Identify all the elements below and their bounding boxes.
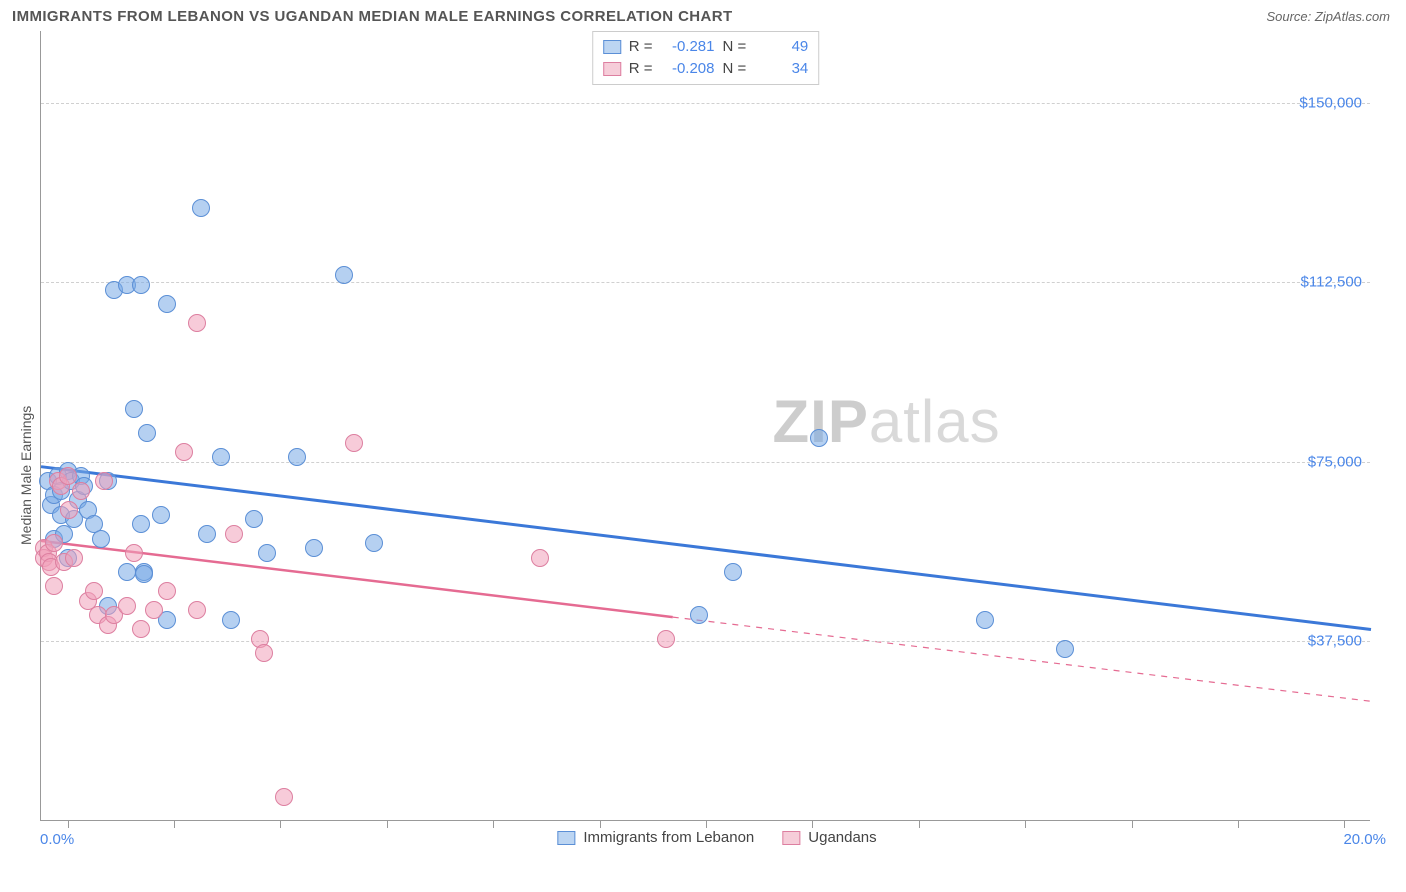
data-point-lebanon — [258, 544, 276, 562]
swatch-ugandans — [603, 62, 621, 76]
data-point-lebanon — [365, 534, 383, 552]
x-tick — [706, 820, 707, 828]
data-point-lebanon — [1056, 640, 1074, 658]
data-point-ugandans — [188, 314, 206, 332]
data-point-ugandans — [145, 601, 163, 619]
title-bar: IMMIGRANTS FROM LEBANON VS UGANDAN MEDIA… — [0, 0, 1406, 31]
r-label: R = — [629, 58, 653, 80]
data-point-ugandans — [60, 501, 78, 519]
data-point-ugandans — [345, 434, 363, 452]
n-value-lebanon: 49 — [754, 36, 808, 58]
n-label: N = — [723, 36, 747, 58]
legend-label-lebanon: Immigrants from Lebanon — [583, 829, 754, 846]
data-point-lebanon — [132, 515, 150, 533]
y-axis-title: Median Male Earnings — [18, 405, 34, 544]
x-tick — [68, 820, 69, 828]
data-point-lebanon — [158, 295, 176, 313]
data-point-lebanon — [138, 424, 156, 442]
grid-line — [41, 103, 1370, 104]
x-tick — [280, 820, 281, 828]
x-tick — [1238, 820, 1239, 828]
trend-line-dashed-ugandans — [673, 617, 1371, 701]
trend-lines — [41, 31, 1371, 821]
y-tick-label: $37,500 — [1308, 633, 1362, 650]
series-legend: Immigrants from Lebanon Ugandans — [557, 829, 876, 846]
data-point-lebanon — [92, 530, 110, 548]
data-point-ugandans — [275, 788, 293, 806]
data-point-ugandans — [95, 472, 113, 490]
x-tick — [1132, 820, 1133, 828]
x-tick — [387, 820, 388, 828]
data-point-lebanon — [335, 266, 353, 284]
x-tick — [1344, 820, 1345, 828]
data-point-ugandans — [45, 577, 63, 595]
source-label: Source: ZipAtlas.com — [1266, 9, 1390, 24]
data-point-ugandans — [657, 630, 675, 648]
data-point-lebanon — [192, 199, 210, 217]
legend-item-lebanon: Immigrants from Lebanon — [557, 829, 754, 846]
data-point-lebanon — [810, 429, 828, 447]
data-point-lebanon — [132, 276, 150, 294]
grid-line — [41, 282, 1370, 283]
swatch-lebanon — [603, 40, 621, 54]
legend-row-ugandans: R = -0.208 N = 34 — [603, 58, 809, 80]
data-point-ugandans — [132, 620, 150, 638]
swatch-ugandans — [782, 831, 800, 845]
x-tick — [493, 820, 494, 828]
data-point-ugandans — [59, 467, 77, 485]
data-point-lebanon — [690, 606, 708, 624]
x-tick — [1025, 820, 1026, 828]
n-value-ugandans: 34 — [754, 58, 808, 80]
data-point-ugandans — [85, 582, 103, 600]
data-point-lebanon — [125, 400, 143, 418]
scatter-plot: ZIPatlas R = -0.281 N = 49 R = -0.208 N … — [40, 31, 1370, 821]
data-point-ugandans — [125, 544, 143, 562]
data-point-lebanon — [152, 506, 170, 524]
data-point-ugandans — [158, 582, 176, 600]
data-point-ugandans — [188, 601, 206, 619]
x-tick — [174, 820, 175, 828]
data-point-lebanon — [724, 563, 742, 581]
x-axis-max-label: 20.0% — [1343, 831, 1386, 848]
x-tick — [812, 820, 813, 828]
data-point-ugandans — [255, 644, 273, 662]
chart-container: Median Male Earnings ZIPatlas R = -0.281… — [40, 31, 1394, 821]
legend-label-ugandans: Ugandans — [808, 829, 876, 846]
data-point-lebanon — [305, 539, 323, 557]
data-point-ugandans — [531, 549, 549, 567]
data-point-ugandans — [225, 525, 243, 543]
x-tick — [600, 820, 601, 828]
data-point-lebanon — [976, 611, 994, 629]
data-point-ugandans — [65, 549, 83, 567]
data-point-ugandans — [118, 597, 136, 615]
data-point-lebanon — [135, 565, 153, 583]
n-label: N = — [723, 58, 747, 80]
data-point-lebanon — [212, 448, 230, 466]
r-value-ugandans: -0.208 — [661, 58, 715, 80]
chart-title: IMMIGRANTS FROM LEBANON VS UGANDAN MEDIA… — [12, 8, 733, 25]
swatch-lebanon — [557, 831, 575, 845]
trend-line-lebanon — [41, 467, 1371, 630]
data-point-ugandans — [72, 482, 90, 500]
y-tick-label: $75,000 — [1308, 453, 1362, 470]
r-label: R = — [629, 36, 653, 58]
x-tick — [919, 820, 920, 828]
data-point-lebanon — [118, 563, 136, 581]
data-point-ugandans — [175, 443, 193, 461]
data-point-lebanon — [222, 611, 240, 629]
data-point-ugandans — [45, 534, 63, 552]
grid-line — [41, 462, 1370, 463]
legend-item-ugandans: Ugandans — [782, 829, 876, 846]
grid-line — [41, 641, 1370, 642]
y-tick-label: $150,000 — [1299, 94, 1362, 111]
r-value-lebanon: -0.281 — [661, 36, 715, 58]
data-point-lebanon — [245, 510, 263, 528]
legend-row-lebanon: R = -0.281 N = 49 — [603, 36, 809, 58]
data-point-lebanon — [288, 448, 306, 466]
data-point-lebanon — [198, 525, 216, 543]
y-tick-label: $112,500 — [1301, 274, 1362, 291]
correlation-legend: R = -0.281 N = 49 R = -0.208 N = 34 — [592, 31, 820, 85]
x-axis-min-label: 0.0% — [40, 831, 74, 848]
